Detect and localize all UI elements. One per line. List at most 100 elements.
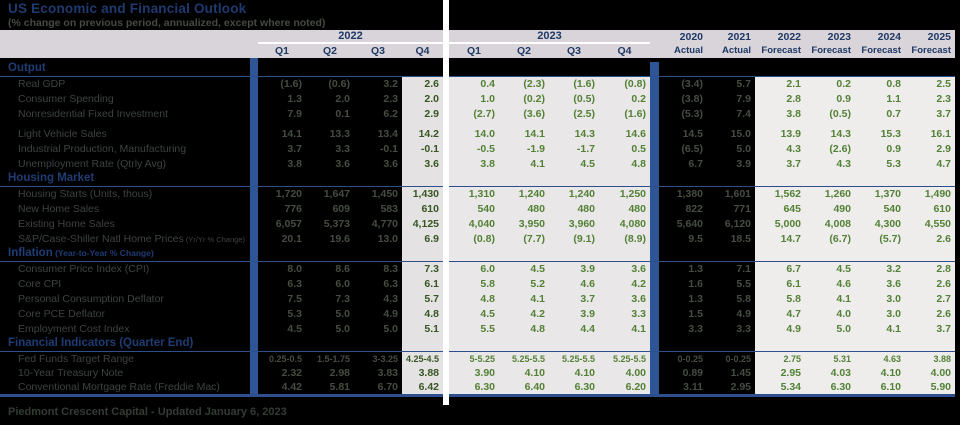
left-accent-bar bbox=[250, 247, 258, 261]
quarter-header: Q1 bbox=[466, 45, 481, 57]
value-cell: 3.7 bbox=[755, 157, 805, 172]
row-filler bbox=[402, 172, 443, 186]
value-cell: 1,250 bbox=[599, 187, 650, 202]
row-filler bbox=[306, 247, 354, 261]
row-filler bbox=[549, 247, 599, 261]
value-cell: 14.1 bbox=[281, 128, 302, 140]
left-accent-bar bbox=[250, 337, 258, 351]
table-row: S&P/Case-Shiller Natl Home Prices (Yr/Yr… bbox=[0, 232, 955, 247]
value-cell: 4.42 bbox=[281, 381, 302, 393]
row-label: Housing Starts (Units, thous) bbox=[18, 188, 153, 200]
value-cell: 4.1 bbox=[855, 322, 905, 337]
value-cell: 822 bbox=[685, 203, 703, 215]
value-cell: (5.3) bbox=[681, 108, 703, 120]
left-accent-bar bbox=[250, 352, 258, 366]
right-accent-bar bbox=[650, 157, 659, 172]
value-cell: 4.2 bbox=[599, 277, 650, 292]
value-cell: 3.0 bbox=[855, 307, 905, 322]
value-cell: 4.3 bbox=[383, 293, 398, 305]
section-header-row: Financial Indicators (Quarter End) bbox=[0, 337, 955, 352]
value-cell: 4.5 bbox=[805, 262, 855, 277]
value-cell: 4.1 bbox=[499, 157, 549, 172]
value-cell: 5.90 bbox=[905, 380, 955, 394]
value-cell: 3.6 bbox=[855, 277, 905, 292]
value-cell: 5.1 bbox=[402, 322, 443, 337]
value-cell: 15.3 bbox=[855, 127, 905, 142]
value-cell: 1,430 bbox=[402, 187, 443, 202]
left-accent-bar bbox=[250, 172, 258, 186]
value-cell: (2.6) bbox=[805, 142, 855, 157]
right-accent-bar bbox=[650, 107, 659, 122]
value-cell: (1.6) bbox=[280, 78, 302, 90]
value-cell: 4.4 bbox=[549, 322, 599, 337]
row-filler bbox=[499, 62, 549, 76]
value-cell: 6,120 bbox=[724, 218, 751, 230]
row-filler bbox=[258, 337, 306, 351]
value-cell: 3.7 bbox=[287, 143, 302, 155]
value-cell: 5.7 bbox=[736, 78, 751, 90]
value-cell: 6.30 bbox=[805, 380, 855, 394]
value-cell: (9.1) bbox=[549, 232, 599, 247]
value-cell: 5.25-5.5 bbox=[599, 352, 650, 366]
value-cell: (8.9) bbox=[599, 232, 650, 247]
value-cell: 1,490 bbox=[905, 187, 955, 202]
row-label: Personal Consumption Deflator bbox=[18, 293, 164, 305]
row-filler bbox=[499, 247, 549, 261]
value-cell: 4.5 bbox=[499, 262, 549, 277]
value-cell: 14.7 bbox=[755, 232, 805, 247]
annual-kind-header: Forecast bbox=[761, 45, 801, 56]
row-filler bbox=[402, 247, 443, 261]
value-cell: 3.3 bbox=[688, 323, 703, 335]
value-cell: 6.10 bbox=[855, 380, 905, 394]
value-cell: 3.9 bbox=[549, 307, 599, 322]
value-cell: 14.1 bbox=[499, 127, 549, 142]
value-cell: 1,240 bbox=[549, 187, 599, 202]
value-cell: 4.0 bbox=[805, 307, 855, 322]
value-cell: 4.8 bbox=[599, 157, 650, 172]
table-row: New Home Sales 776 609 583 610 540 480 480 480 82… bbox=[0, 202, 955, 217]
value-cell: 1.45 bbox=[730, 367, 751, 379]
value-cell: 1.6 bbox=[688, 278, 703, 290]
value-cell: 5.5 bbox=[449, 322, 499, 337]
quarter-header: Q4 bbox=[415, 45, 430, 57]
table-row: Real GDP (1.6) (0.6) 3.2 2.6 0.4 (2.3) (1.6) (0.… bbox=[0, 77, 955, 92]
value-cell: 20.1 bbox=[281, 233, 302, 245]
row-filler bbox=[755, 62, 805, 76]
report-subtitle: (% change on previous period, annualized… bbox=[8, 17, 326, 29]
value-cell: 4.3 bbox=[755, 142, 805, 157]
right-accent-bar bbox=[650, 62, 659, 76]
header-spacer bbox=[0, 30, 250, 44]
row-filler bbox=[755, 122, 805, 127]
row-filler bbox=[599, 247, 650, 261]
value-cell: 4.63 bbox=[855, 352, 905, 366]
value-cell: 4.7 bbox=[905, 157, 955, 172]
row-filler bbox=[707, 172, 755, 186]
value-cell: 6.42 bbox=[402, 380, 443, 394]
value-cell: 5.0 bbox=[805, 322, 855, 337]
value-cell: 1.0 bbox=[449, 92, 499, 107]
outlook-table: 2022 2023 2020 2021 2022 2023 2024 2025 Q1 Q2 Q3 Q… bbox=[0, 30, 955, 397]
row-filler bbox=[805, 172, 855, 186]
row-filler bbox=[402, 62, 443, 76]
value-cell: 5.81 bbox=[329, 381, 350, 393]
row-filler bbox=[905, 62, 955, 76]
value-cell: (2.3) bbox=[499, 77, 549, 92]
quarter-header: Q3 bbox=[370, 45, 385, 57]
value-cell: 3.2 bbox=[383, 78, 398, 90]
year-group: 2023 bbox=[449, 30, 650, 44]
value-cell: 490 bbox=[805, 202, 855, 217]
value-cell: 4,300 bbox=[855, 217, 905, 232]
value-cell: 480 bbox=[549, 202, 599, 217]
value-cell: 4.9 bbox=[383, 308, 398, 320]
value-cell: 5.5 bbox=[736, 278, 751, 290]
value-cell: 610 bbox=[402, 202, 443, 217]
value-cell: 3.6 bbox=[599, 292, 650, 307]
row-label: Consumer Price Index (CPI) bbox=[18, 263, 150, 275]
row-filler bbox=[449, 122, 499, 127]
annual-year-header: 2022 bbox=[777, 31, 801, 43]
value-cell: 4,080 bbox=[599, 217, 650, 232]
value-cell: 1,380 bbox=[676, 188, 703, 200]
table-row: Consumer Price Index (CPI) 8.0 8.6 8.3 7.3 6.… bbox=[0, 262, 955, 277]
value-cell: 2.8 bbox=[905, 262, 955, 277]
value-cell: 480 bbox=[599, 202, 650, 217]
